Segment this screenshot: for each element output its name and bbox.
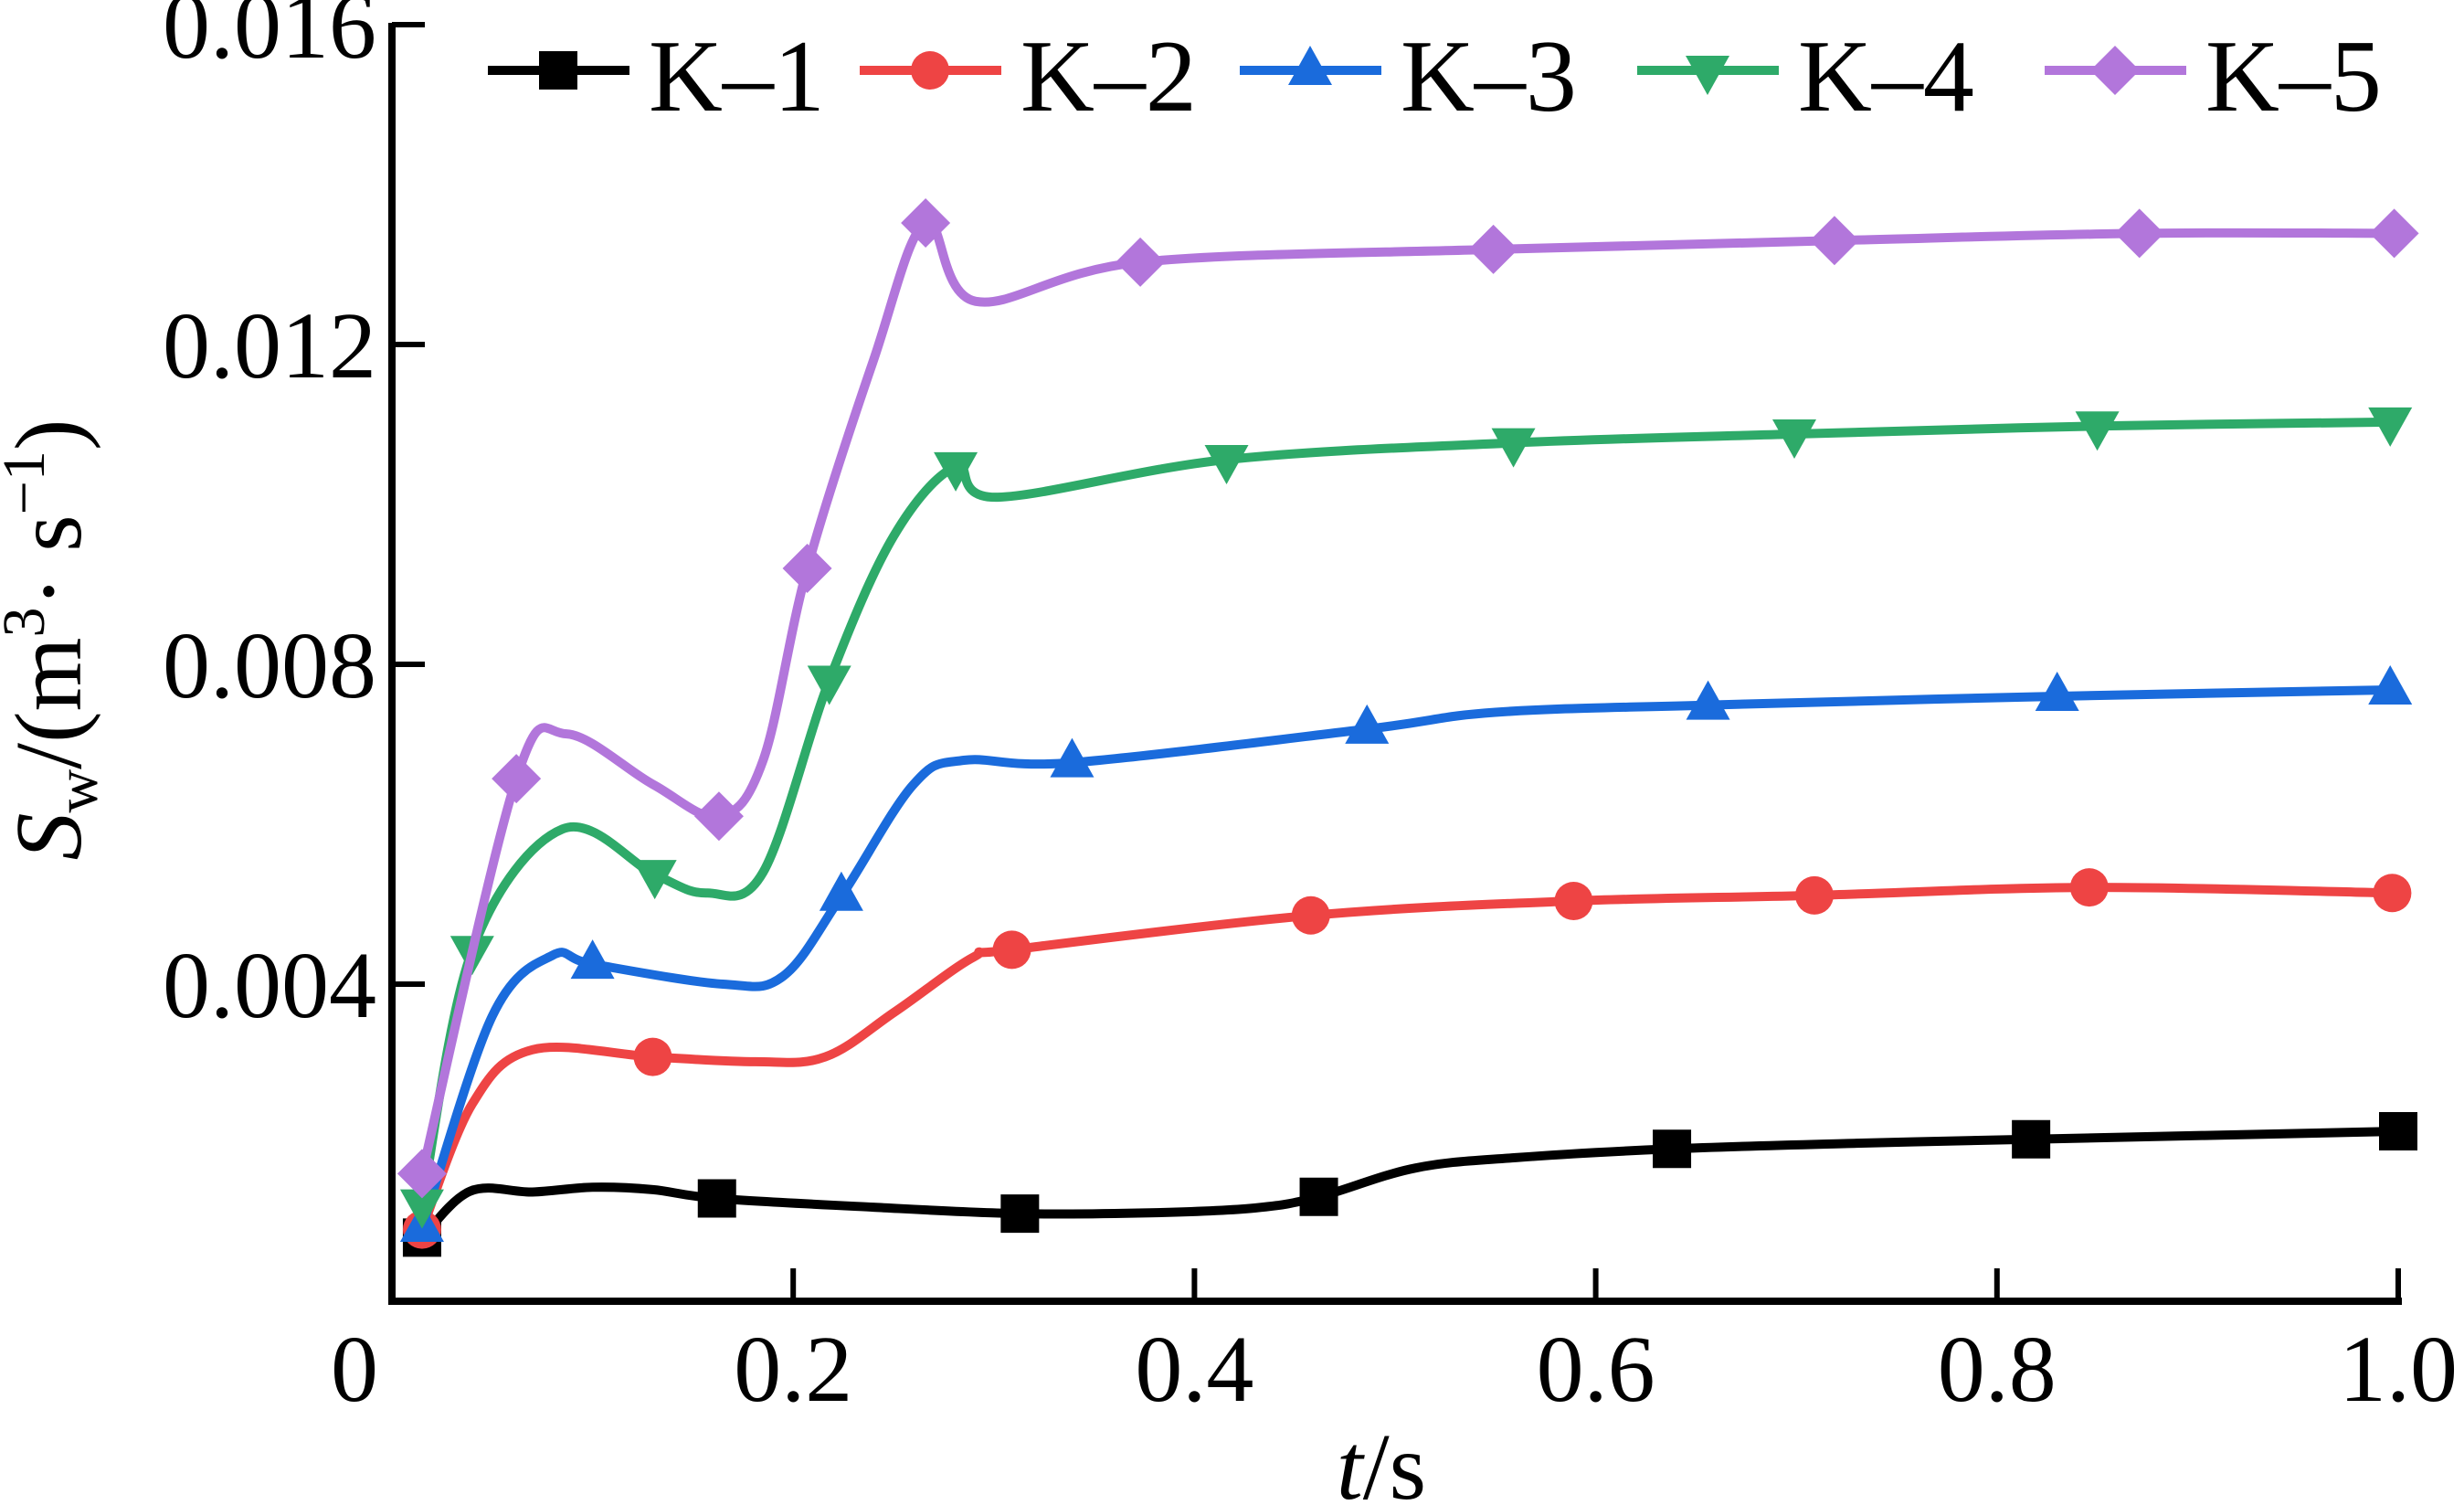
legend-item: K–2 [860,20,1197,133]
data-point-marker [1772,419,1817,459]
data-point-marker [2012,1119,2051,1159]
x-tick-label: 0.8 [1938,1317,2057,1422]
y-axis-title-close: ) [0,419,101,450]
data-point-marker [2368,665,2413,705]
y-axis-title-paren: /(m [0,637,101,768]
data-point-marker [693,791,744,842]
data-point-marker [492,754,542,804]
x-axis-title: t/s [1337,1415,1426,1505]
data-point-marker [1468,224,1518,274]
legend-label: K–3 [1401,20,1577,133]
x-axis-title-var: t [1337,1415,1365,1505]
data-point-marker [1204,445,1249,484]
data-point-marker [782,544,832,593]
data-point-marker [1299,1177,1338,1216]
y-ticks: 0.004 0.008 0.012 0.016 [163,0,425,1038]
legend-item: K–1 [488,20,825,133]
x-tick-label: 1.0 [2339,1317,2458,1422]
data-point-marker [1554,882,1593,920]
data-point-marker [2035,672,2079,711]
legend-item: K–3 [1240,20,1577,133]
data-point-marker [2379,1112,2417,1150]
data-point-marker [633,1037,672,1076]
data-point-marker [2075,411,2120,451]
legend-marker-icon [1288,46,1332,85]
data-point-marker [2368,407,2413,447]
data-point-marker [1809,216,1859,266]
y-axis-title-dot: · s [0,514,101,607]
legend-label: K–4 [1798,20,1974,133]
series-1 [402,1112,2417,1257]
data-point-marker [934,451,978,492]
data-point-marker [1050,737,1095,778]
legend-item: K–4 [1637,20,1974,133]
x-tick-label: 0 [331,1317,378,1422]
data-point-marker [2373,874,2412,913]
legend-marker-icon [539,51,577,90]
x-tick-label: 0.6 [1537,1317,1655,1422]
y-tick-label: 0.004 [163,933,376,1038]
x-tick-label: 0.2 [734,1317,852,1422]
y-axis-title-sup1: 3 [0,607,58,637]
x-tick-label: 0.4 [1135,1317,1253,1422]
series-3 [399,665,2413,1242]
data-point-marker [1653,1129,1692,1169]
data-point-marker [819,871,863,911]
data-point-marker [570,939,615,980]
legend: K–1 K–2 K–3 K–4 K–5 [488,20,2382,133]
series-layer [397,198,2419,1257]
y-tick-label: 0.008 [163,613,376,718]
data-point-marker [1794,875,1834,915]
legend-label: K–1 [649,20,825,133]
data-point-marker [2069,868,2109,907]
legend-label: K–2 [1020,20,1197,133]
y-tick-label: 0.016 [163,0,376,79]
data-point-marker [807,665,851,705]
data-point-marker [1291,896,1330,935]
series-5 [397,198,2419,1199]
data-point-marker [1000,1194,1040,1234]
data-point-marker [632,860,677,900]
legend-marker-icon [1686,56,1729,95]
x-axis-title-unit: /s [1363,1415,1426,1505]
data-point-marker [2369,208,2419,259]
series-line [417,1127,2403,1243]
y-axis-title-sub: w [44,769,111,813]
data-point-marker [1116,237,1166,287]
data-point-marker [399,1189,444,1229]
legend-marker-icon [911,51,949,90]
legend-marker-icon [2090,46,2140,95]
series-line [417,685,2395,1232]
data-point-marker [1686,680,1730,720]
legend-label: K–5 [2205,20,2382,133]
data-point-marker [992,930,1031,970]
y-axis-title: Sw/(m3· s−1) [0,419,111,860]
data-point-marker [901,198,951,248]
legend-item: K–5 [2045,20,2382,133]
axes [388,23,2402,1305]
data-point-marker [697,1179,736,1218]
y-axis-title-var: S [0,813,101,861]
data-point-marker [397,1149,447,1199]
data-point-marker [1345,704,1390,744]
series-line [417,883,2397,1235]
y-axis-title-sup2: −1 [0,450,58,514]
data-point-marker [1491,428,1536,468]
data-point-marker [2114,208,2164,259]
x-ticks: 0 0.2 0.4 0.6 0.8 1.0 [331,1268,2458,1422]
y-tick-label: 0.012 [163,293,376,398]
